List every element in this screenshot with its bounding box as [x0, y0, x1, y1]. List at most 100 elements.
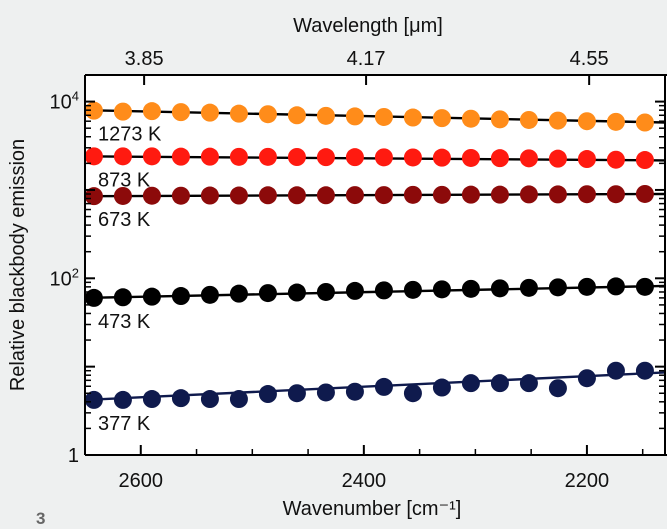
data-point — [432, 280, 451, 299]
data-point — [606, 361, 625, 380]
data-point — [577, 150, 596, 169]
data-point — [606, 185, 625, 204]
data-point — [345, 281, 364, 300]
x-tick-label: 2200 — [565, 470, 610, 492]
panel-number: 3 — [36, 509, 45, 528]
data-point — [635, 361, 654, 380]
data-point — [316, 148, 335, 167]
data-point — [113, 147, 132, 166]
data-point — [548, 379, 567, 398]
data-point — [577, 277, 596, 296]
data-point — [548, 149, 567, 168]
series-1 — [85, 147, 666, 170]
data-point — [287, 106, 306, 125]
data-point — [403, 148, 422, 167]
data-point — [490, 110, 509, 129]
x-tick-label: 2400 — [342, 470, 387, 492]
data-point — [258, 385, 277, 404]
x-tick-label: 2600 — [119, 470, 164, 492]
data-point — [345, 148, 364, 167]
data-point — [229, 147, 248, 166]
data-point — [519, 278, 538, 297]
data-point — [200, 103, 219, 122]
series-4 — [85, 361, 666, 409]
data-point — [200, 147, 219, 166]
data-point — [548, 185, 567, 204]
data-point — [287, 384, 306, 403]
data-point — [258, 105, 277, 124]
data-point — [200, 390, 219, 409]
data-point — [461, 109, 480, 128]
y-tick-label: 102 — [50, 265, 79, 290]
series-label: 673 K — [98, 209, 151, 231]
data-point — [577, 112, 596, 131]
data-point — [403, 108, 422, 127]
data-point — [519, 149, 538, 168]
series-3 — [85, 277, 666, 307]
data-point — [490, 149, 509, 168]
data-point — [606, 150, 625, 169]
data-point — [171, 186, 190, 205]
series-label: 473 K — [98, 311, 151, 333]
x2-tick-label: 4.55 — [570, 48, 609, 70]
data-point — [432, 185, 451, 204]
data-point — [490, 185, 509, 204]
data-point — [461, 185, 480, 204]
series-2 — [85, 184, 666, 206]
x-axis-title: Wavenumber [cm⁻¹] — [283, 498, 462, 520]
data-point — [229, 186, 248, 205]
series-label: 1273 K — [98, 124, 162, 146]
y-tick-label: 104 — [50, 89, 79, 114]
data-point — [403, 384, 422, 403]
data-point — [171, 389, 190, 408]
data-point — [635, 277, 654, 296]
data-point — [519, 374, 538, 393]
data-point — [635, 151, 654, 170]
data-point — [519, 185, 538, 204]
data-point — [200, 186, 219, 205]
tick-layer — [84, 74, 665, 456]
data-point — [229, 104, 248, 123]
data-point — [316, 383, 335, 402]
label-layer: 1273 K 873 K 673 K 473 K 377 K 2600 2400 2200 3.… — [50, 48, 610, 492]
data-point — [461, 374, 480, 393]
data-point — [85, 147, 103, 166]
data-point — [374, 186, 393, 205]
series-label: 873 K — [98, 169, 151, 191]
data-point — [490, 279, 509, 298]
data-point — [229, 390, 248, 409]
data-point — [287, 186, 306, 205]
data-point — [142, 102, 161, 121]
data-point — [403, 185, 422, 204]
data-point — [374, 107, 393, 126]
data-point — [374, 148, 393, 167]
data-point — [316, 106, 335, 125]
data-point — [519, 110, 538, 129]
data-point — [461, 279, 480, 298]
y-tick-label: 1 — [68, 445, 79, 467]
data-point — [258, 147, 277, 166]
data-point — [113, 102, 132, 121]
data-point — [345, 186, 364, 205]
series-label: 377 K — [98, 413, 151, 435]
data-point — [432, 148, 451, 167]
data-point — [142, 147, 161, 166]
data-point — [287, 283, 306, 302]
data-point — [606, 112, 625, 131]
data-point — [374, 281, 393, 300]
data-point — [142, 287, 161, 306]
data-point — [142, 390, 161, 409]
data-point — [374, 377, 393, 396]
data-point — [345, 107, 364, 126]
data-point — [113, 390, 132, 409]
data-point — [171, 147, 190, 166]
data-point — [85, 187, 103, 206]
data-point — [171, 103, 190, 122]
y-axis-title: Relative blackbody emission — [7, 139, 29, 391]
data-point — [345, 382, 364, 401]
x2-tick-label: 4.17 — [347, 48, 386, 70]
data-point — [113, 288, 132, 307]
data-point — [432, 378, 451, 397]
data-point — [85, 288, 103, 307]
